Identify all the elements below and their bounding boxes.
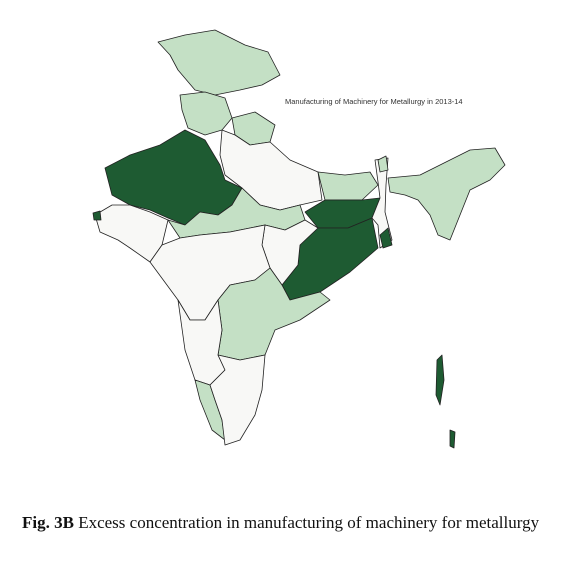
caption-text: Excess concentration in manufacturing of… <box>78 513 540 532</box>
gujarat-coast <box>92 210 102 221</box>
north-east <box>387 147 506 241</box>
figure-caption: Fig. 3B Excess concentration in manufact… <box>22 512 562 534</box>
bihar <box>317 171 379 201</box>
nicobar-islands <box>449 429 456 449</box>
andaman-islands <box>435 354 445 406</box>
tamil-nadu <box>209 354 266 446</box>
map-title: Manufacturing of Machinery for Metallurg… <box>285 97 463 106</box>
india-map: Manufacturing of Machinery for Metallurg… <box>92 29 506 449</box>
west-bengal <box>371 157 393 249</box>
uttar-pradesh <box>219 129 323 211</box>
punjab-himachal <box>179 91 233 136</box>
sea-coast-patch <box>379 227 393 249</box>
jammu-kashmir <box>157 29 281 96</box>
states <box>92 29 506 449</box>
figure-label: Fig. 3B <box>22 513 74 532</box>
sikkim <box>377 155 389 173</box>
